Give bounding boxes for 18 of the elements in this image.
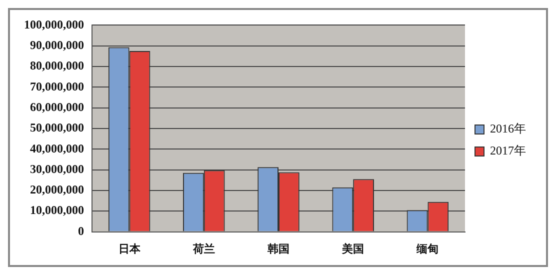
y-tick-label: 20,000,000 bbox=[30, 182, 84, 197]
y-tick-label: 50,000,000 bbox=[30, 120, 84, 135]
y-tick-label: 60,000,000 bbox=[30, 100, 84, 114]
y-tick-label: 90,000,000 bbox=[30, 38, 84, 52]
y-tick-label: 30,000,000 bbox=[30, 162, 84, 176]
x-tick-label: 日本 bbox=[118, 242, 142, 256]
legend-label: 2017年 bbox=[490, 144, 526, 158]
y-tick-label: 40,000,000 bbox=[30, 141, 84, 156]
legend-label: 2016年 bbox=[490, 122, 526, 136]
y-tick-label: 0 bbox=[78, 224, 84, 238]
x-tick-label: 荷兰 bbox=[192, 242, 215, 256]
y-tick-label: 70,000,000 bbox=[30, 79, 84, 94]
y-tick-label: 80,000,000 bbox=[30, 58, 84, 73]
x-tick-label: 美国 bbox=[341, 242, 364, 256]
y-tick-label: 10,000,000 bbox=[30, 203, 84, 218]
y-tick-label: 100,000,000 bbox=[24, 17, 84, 32]
x-tick-label: 缅甸 bbox=[416, 242, 439, 256]
x-tick-label: 韩国 bbox=[266, 242, 290, 256]
